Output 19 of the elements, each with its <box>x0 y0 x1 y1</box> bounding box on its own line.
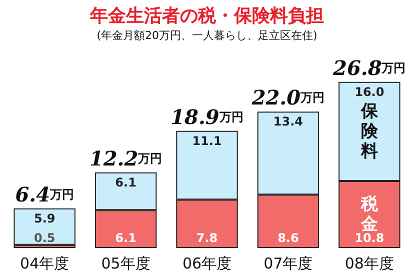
data-label: 7.8 <box>196 231 218 245</box>
data-label: 16.0 <box>354 84 384 99</box>
bar <box>14 208 76 245</box>
x-tick-label: 04年度 <box>20 254 70 272</box>
x-tick-label: 05年度 <box>101 254 150 272</box>
data-label: 6.1 <box>115 231 136 245</box>
x-tick-label: 06年度 <box>182 254 232 272</box>
data-label: 13.4 <box>273 114 304 129</box>
data-label: 0.5 <box>34 231 56 245</box>
chart-title: 年金生活者の税・保険料負担 <box>89 6 324 26</box>
series-label: 保険料 <box>360 101 379 162</box>
x-tick-label: 08年度 <box>344 254 394 272</box>
x-tick-label: 07年度 <box>264 254 313 272</box>
data-label: 6.1 <box>115 175 136 190</box>
data-label: 8.6 <box>278 231 299 245</box>
data-label: 10.8 <box>354 231 384 245</box>
data-label: 5.9 <box>34 211 56 226</box>
chart-subtitle: (年金月額20万円、一人暮らし、足立区在住) <box>96 29 318 42</box>
data-label: 11.1 <box>192 134 222 148</box>
